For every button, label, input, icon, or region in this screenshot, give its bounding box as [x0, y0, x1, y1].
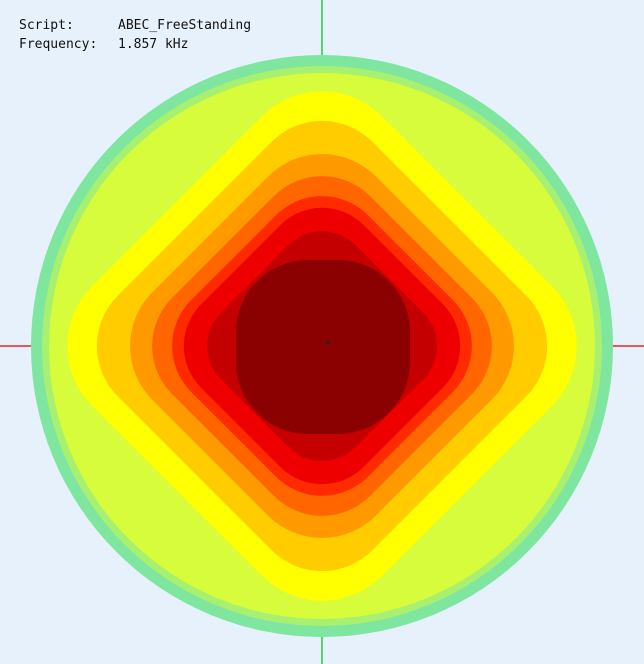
- contour-center: [236, 260, 410, 434]
- info-value: ABEC_FreeStanding: [118, 18, 252, 33]
- info-value: 1.857 kHz: [118, 37, 189, 52]
- center-marker: [325, 340, 331, 346]
- info-panel: Script: ABEC_FreeStanding Frequency: 1.8…: [19, 16, 251, 54]
- info-row: Frequency: 1.857 kHz: [19, 35, 251, 54]
- info-label: Frequency:: [19, 37, 98, 52]
- info-label: Script:: [19, 18, 74, 33]
- info-row: Script: ABEC_FreeStanding: [19, 16, 251, 35]
